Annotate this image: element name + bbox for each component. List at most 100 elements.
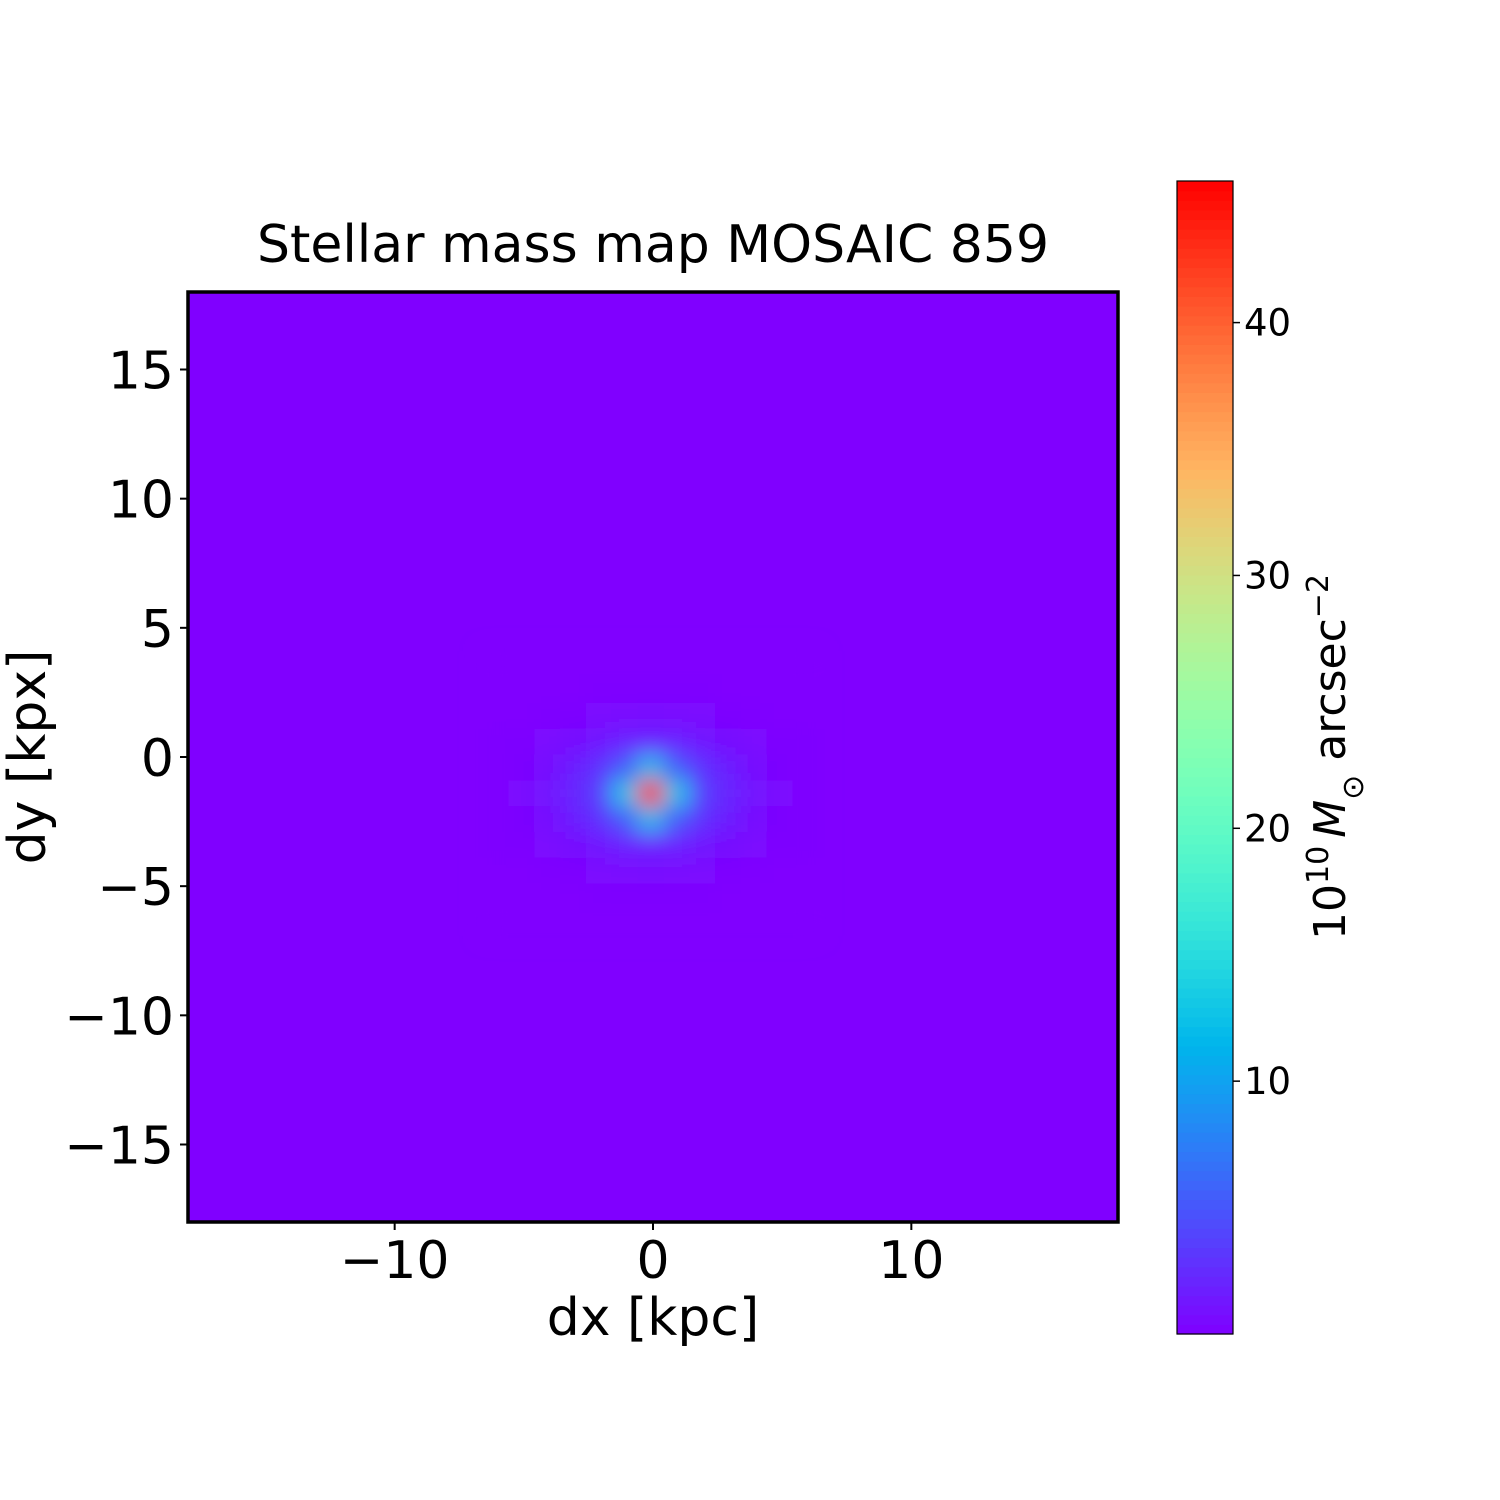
heatmap-cell [482, 831, 509, 859]
colorbar-tick-label: 20 [1244, 807, 1291, 850]
heatmap-cell [534, 857, 561, 885]
heatmap-cell [740, 754, 768, 781]
colorbar-label-part: ⊙ [1336, 775, 1371, 800]
heatmap-cell [637, 883, 664, 910]
colorbar-segment [1177, 1132, 1233, 1143]
heatmap-cell [766, 702, 793, 730]
heatmap-cell [637, 857, 664, 885]
colorbar-segment [1177, 901, 1233, 912]
colorbar-frame [1176, 180, 1234, 1335]
heatmap-cell [534, 831, 561, 859]
colorbar-segment [1177, 229, 1233, 240]
heatmap-cell [740, 831, 768, 859]
heatmap-cell [508, 676, 535, 704]
colorbar-segment [1177, 526, 1233, 538]
colorbar-segment [1177, 555, 1233, 566]
colorbar-segment [1177, 181, 1233, 192]
colorbar-segment [1177, 257, 1233, 269]
heatmap-cell [715, 831, 742, 859]
colorbar-label-part: arcsec [1305, 618, 1356, 774]
colorbar-segment [1177, 1218, 1233, 1229]
heatmap-cell [508, 831, 535, 859]
heatmap-cell [689, 651, 716, 678]
heatmap-cell [663, 651, 690, 678]
colorbar-segment [1177, 1199, 1233, 1210]
heatmap-cell [740, 806, 768, 833]
heatmap-cell [637, 728, 664, 755]
heatmap-cell [482, 728, 509, 755]
colorbar-segment [1177, 440, 1233, 451]
heatmap-cell [611, 651, 638, 678]
heatmap-cell [689, 780, 716, 807]
heatmap-cell [637, 676, 664, 704]
colorbar-segment [1177, 1324, 1233, 1335]
colorbar-segment [1177, 757, 1233, 768]
colorbar-segment [1177, 1074, 1233, 1085]
colorbar-segment [1177, 815, 1233, 826]
heatmap-cell [585, 754, 613, 781]
heatmap-cell [482, 651, 509, 678]
heatmap-cell [637, 806, 664, 833]
colorbar-segment [1177, 930, 1233, 941]
heatmap-cell [482, 909, 509, 936]
heatmap-cell [560, 883, 587, 910]
colorbar-segment [1177, 622, 1233, 634]
heatmap-cell [637, 702, 664, 730]
heatmap-cell [663, 728, 690, 755]
heatmap-cell [560, 909, 587, 936]
heatmap-cell [715, 728, 742, 755]
colorbar-segment [1177, 430, 1233, 442]
colorbar-segment [1177, 632, 1233, 643]
heatmap-cell [740, 857, 768, 885]
heatmap-cell [534, 806, 561, 833]
colorbar-segment [1177, 671, 1233, 682]
colorbar-segment [1177, 1305, 1233, 1316]
heatmap-cell [689, 909, 716, 936]
heatmap-cell [508, 754, 535, 781]
colorbar-segment [1177, 507, 1233, 518]
colorbar-segment [1177, 488, 1233, 499]
colorbar-segment [1177, 1122, 1233, 1133]
heatmap-cell [689, 831, 716, 859]
colorbar-segment [1177, 594, 1233, 605]
colorbar-segment [1177, 805, 1233, 816]
heatmap-cell [715, 651, 742, 678]
heatmap-cell [663, 857, 690, 885]
heatmap [482, 651, 819, 936]
y-axis-label: dy [kpx] [0, 650, 58, 865]
colorbar-segment [1177, 892, 1233, 903]
heatmap-cell [585, 651, 613, 678]
x-tick-label: −10 [340, 1231, 450, 1291]
colorbar-segment [1177, 584, 1233, 595]
heatmap-cell [560, 728, 587, 755]
heatmap-cell [663, 754, 690, 781]
heatmap-cell [560, 754, 587, 781]
heatmap-cell [534, 754, 561, 781]
chart-title: Stellar mass map MOSAIC 859 [257, 215, 1049, 275]
heatmap-cell [637, 831, 664, 859]
colorbar-segment [1177, 325, 1233, 336]
heatmap-cell [637, 909, 664, 936]
heatmap-cell [715, 883, 742, 910]
colorbar-label-part: 10 [1301, 846, 1336, 884]
heatmap-cell [508, 702, 535, 730]
heatmap-cell [585, 728, 613, 755]
heatmap-cell [740, 883, 768, 910]
colorbar-segment [1177, 401, 1233, 413]
heatmap-cell [534, 651, 561, 678]
heatmap-cell [689, 702, 716, 730]
heatmap-cell [585, 857, 613, 885]
heatmap-cell [482, 780, 509, 807]
heatmap-cell [611, 909, 638, 936]
heatmap-cell [560, 857, 587, 885]
colorbar-segment [1177, 1276, 1233, 1287]
colorbar-segment [1177, 190, 1233, 201]
heatmap-cell [715, 909, 742, 936]
y-tick-label: 5 [141, 600, 174, 660]
colorbar-segment [1177, 305, 1233, 317]
heatmap-cell [792, 676, 819, 704]
colorbar-segment [1177, 1093, 1233, 1104]
colorbar-segment [1177, 296, 1233, 307]
colorbar-segment [1177, 546, 1233, 557]
heatmap-cell [663, 883, 690, 910]
